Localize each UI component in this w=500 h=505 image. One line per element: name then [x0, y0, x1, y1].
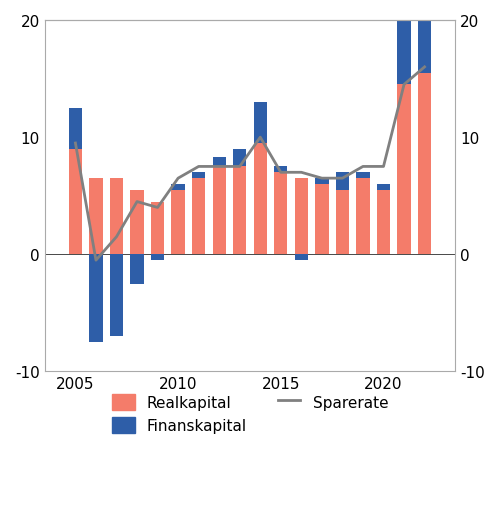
Bar	[90, 179, 102, 255]
Bar	[274, 173, 287, 255]
Bar	[274, 167, 287, 173]
Bar	[254, 103, 267, 144]
Bar	[294, 255, 308, 261]
Bar	[151, 202, 164, 255]
Bar	[294, 179, 308, 255]
Bar	[233, 149, 246, 167]
Bar	[356, 179, 370, 255]
Bar	[130, 255, 143, 284]
Bar	[130, 190, 143, 255]
Bar	[192, 179, 205, 255]
Bar	[68, 109, 82, 149]
Legend: Realkapital, Finanskapital, Sparerate: Realkapital, Finanskapital, Sparerate	[104, 386, 396, 441]
Bar	[110, 255, 123, 337]
Bar	[315, 179, 328, 185]
Bar	[172, 185, 185, 190]
Bar	[398, 0, 410, 85]
Bar	[336, 173, 349, 190]
Bar	[377, 185, 390, 190]
Bar	[418, 0, 432, 74]
Bar	[418, 74, 432, 255]
Bar	[110, 179, 123, 255]
Bar	[233, 167, 246, 255]
Bar	[68, 149, 82, 255]
Bar	[212, 158, 226, 167]
Bar	[212, 167, 226, 255]
Bar	[254, 144, 267, 255]
Bar	[90, 255, 102, 342]
Bar	[151, 255, 164, 261]
Bar	[398, 85, 410, 255]
Bar	[315, 185, 328, 255]
Bar	[172, 190, 185, 255]
Bar	[356, 173, 370, 179]
Bar	[336, 190, 349, 255]
Bar	[192, 173, 205, 179]
Bar	[377, 190, 390, 255]
